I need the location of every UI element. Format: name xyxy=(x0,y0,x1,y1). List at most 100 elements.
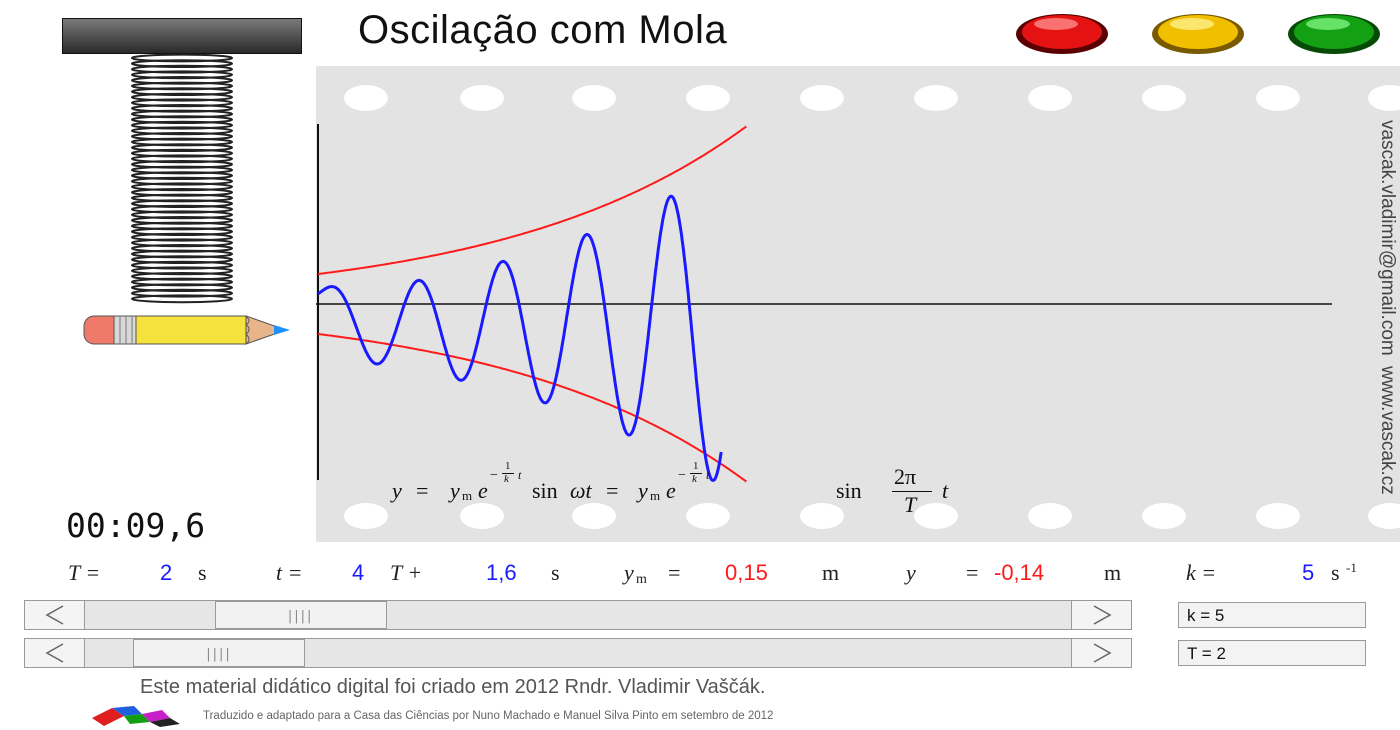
formula-k-2: k xyxy=(692,473,697,485)
formula-sin-1: sin xyxy=(532,478,558,503)
formula-ym-1: y xyxy=(450,478,460,503)
param-k-unit: s xyxy=(1331,560,1340,585)
page-title: Oscilação com Mola xyxy=(358,8,728,52)
vertical-credits: vascak.vladimir@gmail.com www.vascak.cz xyxy=(1370,80,1398,540)
formula-one-1: 1 xyxy=(505,460,511,472)
spring-coil xyxy=(131,260,233,270)
elapsed-timer: 00:09,6 xyxy=(66,506,206,545)
spring-coil xyxy=(131,143,233,152)
oscillation-plot xyxy=(316,124,1332,483)
formula-frac-bar-3 xyxy=(892,491,932,492)
green-lamp-button[interactable] xyxy=(1284,8,1384,58)
spring-coil xyxy=(131,176,233,186)
k-slider-left-arrow[interactable] xyxy=(25,601,85,629)
paper-hole xyxy=(1028,503,1072,529)
formula-frac-bar-1 xyxy=(502,473,514,474)
formula-one-2: 1 xyxy=(693,460,699,472)
spring-coil xyxy=(131,76,233,85)
formula-e-1: e xyxy=(478,478,488,503)
param-t-unit: s xyxy=(551,560,560,585)
formula-ym-sub-1: m xyxy=(462,488,473,503)
spring-coil xyxy=(131,216,233,225)
paper-hole xyxy=(1142,85,1186,111)
formula-y: y xyxy=(392,478,402,503)
spring-coil xyxy=(131,210,233,220)
param-t-label: t = xyxy=(276,560,303,585)
k-value-field[interactable]: k = 5 xyxy=(1178,602,1366,628)
paper-hole xyxy=(1368,503,1400,529)
paper-hole xyxy=(686,503,730,529)
T-slider[interactable]: |||| xyxy=(24,638,1132,668)
spring-coil xyxy=(131,126,233,136)
upper-envelope-curve xyxy=(317,125,747,275)
param-ym-eq: = xyxy=(668,560,681,585)
formula-omega-t: ωt xyxy=(570,478,592,503)
paper-hole xyxy=(686,85,730,111)
param-y-label: y xyxy=(906,560,916,585)
red-lamp-button[interactable] xyxy=(1012,8,1112,58)
spring-coil xyxy=(131,249,233,259)
spring-coil xyxy=(131,193,233,203)
formula-t-exp-1: t xyxy=(518,468,522,482)
chevron-left-icon xyxy=(45,643,64,663)
spring-coil xyxy=(131,294,233,304)
spring-coil xyxy=(131,221,233,231)
param-k-exp: -1 xyxy=(1346,560,1357,575)
spring-coil xyxy=(131,109,233,119)
T-slider-thumb[interactable]: |||| xyxy=(133,639,305,667)
paper-hole xyxy=(460,503,504,529)
param-t-periods: 4 xyxy=(352,560,365,585)
spring-coil xyxy=(131,59,233,69)
paper-hole xyxy=(1256,503,1300,529)
pencil-icon xyxy=(83,315,290,345)
paper-hole xyxy=(914,503,958,529)
spring-coil xyxy=(131,87,233,96)
paper-hole xyxy=(1142,503,1186,529)
param-ym-value: 0,15 xyxy=(725,560,768,585)
k-slider-thumb[interactable]: |||| xyxy=(214,601,387,629)
spring-coil xyxy=(131,232,233,242)
paper-holes xyxy=(344,85,1400,529)
spring-coil xyxy=(131,165,233,175)
lower-envelope-curve xyxy=(317,333,747,483)
paper-hole xyxy=(460,85,504,111)
param-y-value: -0,14 xyxy=(994,560,1045,585)
T-value-field[interactable]: T = 2 xyxy=(1178,640,1366,666)
spring-coil xyxy=(131,115,233,124)
formula-ym-2: y xyxy=(638,478,648,503)
spring-coil xyxy=(131,132,233,141)
formula-t-exp-2: t xyxy=(706,468,710,482)
spring-coil xyxy=(131,64,233,74)
formula-equals-2: = xyxy=(606,478,619,503)
formula-sin-2: sin xyxy=(836,478,862,503)
T-slider-right-arrow[interactable] xyxy=(1071,639,1131,667)
spring-coil xyxy=(131,148,233,158)
grip-icon: |||| xyxy=(206,647,232,662)
param-y-eq: = xyxy=(966,560,979,585)
yellow-lamp-button[interactable] xyxy=(1148,8,1248,58)
paper-hole xyxy=(1256,85,1300,111)
formula-minus-2: − xyxy=(678,468,686,483)
spring-coil xyxy=(131,98,233,108)
spring-coil xyxy=(131,188,233,197)
T-slider-left-arrow[interactable] xyxy=(25,639,85,667)
spring-coil xyxy=(131,266,233,276)
param-t-mid: T + xyxy=(390,560,423,585)
k-slider[interactable]: |||| xyxy=(24,600,1132,630)
paper-hole xyxy=(914,85,958,111)
paper-hole xyxy=(572,503,616,529)
spring-coil xyxy=(131,120,233,130)
spring-coil xyxy=(131,182,233,192)
k-slider-right-arrow[interactable] xyxy=(1071,601,1131,629)
spring-coil xyxy=(131,244,233,253)
spring-coil xyxy=(131,81,233,91)
spring-coil xyxy=(131,283,233,293)
formula: y = y m e − 1 k t sin ωt = y m e − 1 k t… xyxy=(392,460,992,517)
formula-t: t xyxy=(942,478,949,503)
spring-coil xyxy=(131,277,233,287)
spring-mount-bar xyxy=(62,18,302,54)
param-y-unit: m xyxy=(1104,560,1122,585)
credit-line-2: Traduzido e adaptado para a Casa das Ciê… xyxy=(203,710,774,722)
spring-coil xyxy=(131,154,233,164)
param-ym-label: y xyxy=(624,560,634,585)
